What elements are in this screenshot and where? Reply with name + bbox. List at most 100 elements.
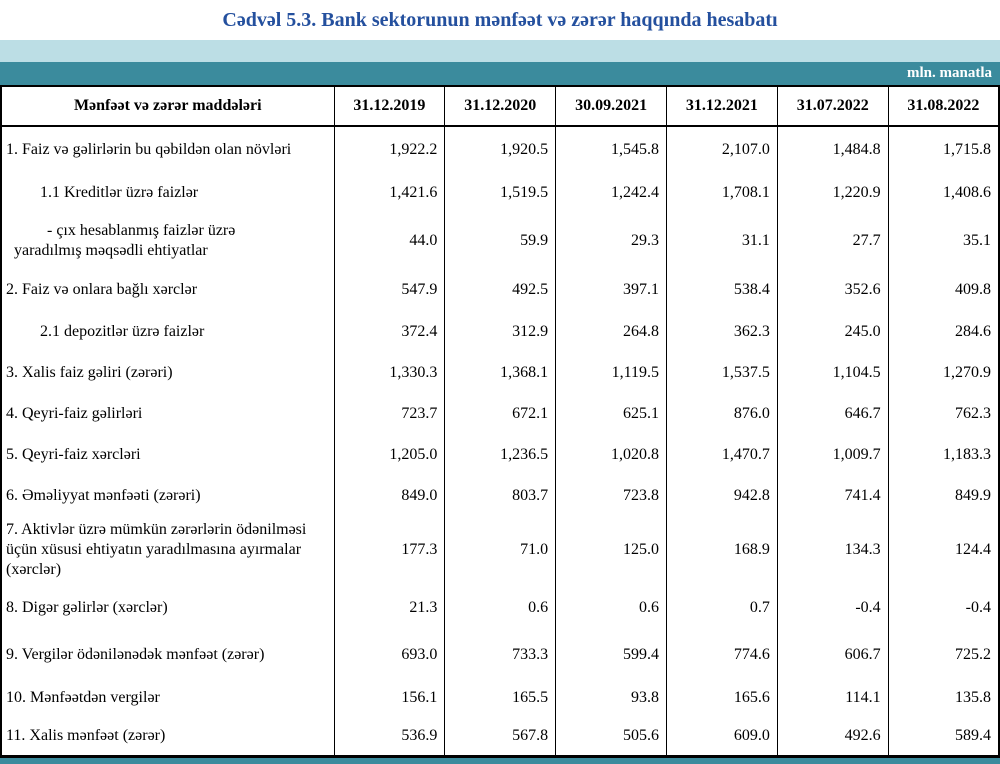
value-cell: 646.7 [776,394,889,434]
table-row: 7. Aktivlər üzrə mümkün zərərlərin ödəni… [0,516,1000,584]
profit-loss-table: Mənfəət və zərər maddələri 31.12.2019 31.1… [0,85,1000,758]
value-cell: 733.3 [444,632,557,678]
value-cell: 1,537.5 [665,352,778,394]
row-label: 9. Vergilər ödənilənədək mənfəət (zərər) [0,632,335,678]
value-cell: 1,183.3 [887,434,1000,476]
column-header-date: 31.07.2022 [776,85,889,127]
value-cell: 723.7 [333,394,446,434]
column-header-date: 31.12.2021 [665,85,778,127]
value-cell: 774.6 [665,632,778,678]
value-cell: 1,715.8 [887,126,1000,172]
row-label: 2. Faiz və onlara bağlı xərclər [0,268,335,312]
value-cell: 35.1 [887,214,1000,268]
value-cell: 372.4 [333,312,446,352]
value-cell: 589.4 [887,718,1000,756]
value-cell: 245.0 [776,312,889,352]
value-cell: 0.6 [444,584,557,632]
table-row: 10. Mənfəətdən vergilər 156.1 165.5 93.8 165… [0,678,1000,718]
value-cell: 352.6 [776,268,889,312]
value-cell: 606.7 [776,632,889,678]
unit-band: mln. manatla [0,62,1000,85]
value-cell: 599.4 [555,632,667,678]
table-title: Cədvəl 5.3. Bank sektorunun mənfəət və z… [222,8,778,31]
value-cell: 27.7 [776,214,889,268]
value-cell: 1,242.4 [555,172,667,214]
value-cell: 741.4 [776,476,889,516]
value-cell: 492.5 [444,268,557,312]
value-cell: 849.0 [333,476,446,516]
value-cell: 803.7 [444,476,557,516]
value-cell: 409.8 [887,268,1000,312]
table-row: 1.1 Kreditlər üzrə faizlər 1,421.6 1,519.5… [0,172,1000,214]
value-cell: 362.3 [665,312,778,352]
table-row: - çıx hesablanmış faizlər üzrə yaradılmış… [0,214,1000,268]
table-row: 8. Digər gəlirlər (xərclər) 21.3 0.6 0.6 0.7… [0,584,1000,632]
column-header-date: 31.08.2022 [887,85,1000,127]
value-cell: 538.4 [665,268,778,312]
value-cell: 1,545.8 [555,126,667,172]
value-cell: 1,270.9 [887,352,1000,394]
value-cell: 21.3 [333,584,446,632]
value-cell: 1,519.5 [444,172,557,214]
value-cell: 693.0 [333,632,446,678]
decor-band-light [0,40,1000,62]
value-cell: 165.6 [665,678,778,718]
table-row: 11. Xalis mənfəət (zərər) 536.9 567.8 505.6… [0,718,1000,756]
table-body: 1. Faiz və gəlirlərin bu qəbildən olan n… [0,126,1000,756]
value-cell: 1,470.7 [665,434,778,476]
value-cell: 0.7 [665,584,778,632]
value-cell: 625.1 [555,394,667,434]
row-label: 2.1 depozitlər üzrə faizlər [0,312,335,352]
value-cell: 1,220.9 [776,172,889,214]
value-cell: 1,009.7 [776,434,889,476]
value-cell: 1,708.1 [665,172,778,214]
row-label: 1. Faiz və gəlirlərin bu qəbildən olan n… [0,126,335,172]
value-cell: 114.1 [776,678,889,718]
table-row: 6. Əməliyyat mənfəəti (zərəri) 849.0 803.7… [0,476,1000,516]
table-header: Mənfəət və zərər maddələri 31.12.2019 31.1… [0,85,1000,127]
header-row: Mənfəət və zərər maddələri 31.12.2019 31.1… [0,85,1000,127]
value-cell: 672.1 [444,394,557,434]
table-row: 4. Qeyri-faiz gəlirləri 723.7 672.1 625.1 87… [0,394,1000,434]
row-label: 11. Xalis mənfəət (zərər) [0,718,335,756]
value-cell: 31.1 [665,214,778,268]
value-cell: 1,020.8 [555,434,667,476]
value-cell: 59.9 [444,214,557,268]
value-cell: 156.1 [333,678,446,718]
value-cell: 609.0 [665,718,778,756]
value-cell: 312.9 [444,312,557,352]
row-label: 5. Qeyri-faiz xərcləri [0,434,335,476]
value-cell: 44.0 [333,214,446,268]
unit-label: mln. manatla [906,65,992,81]
value-cell: 1,368.1 [444,352,557,394]
value-cell: 567.8 [444,718,557,756]
value-cell: 177.3 [333,516,446,584]
value-cell: 29.3 [555,214,667,268]
row-label: - çıx hesablanmış faizlər üzrə yaradılmış… [0,214,335,268]
value-cell: 849.9 [887,476,1000,516]
table-row: 3. Xalis faiz gəliri (zərəri) 1,330.3 1,36… [0,352,1000,394]
value-cell: 1,104.5 [776,352,889,394]
row-label: 10. Mənfəətdən vergilər [0,678,335,718]
value-cell: -0.4 [776,584,889,632]
value-cell: 723.8 [555,476,667,516]
row-label: 8. Digər gəlirlər (xərclər) [0,584,335,632]
value-cell: 264.8 [555,312,667,352]
column-header-date: 30.09.2021 [555,85,667,127]
row-label: 6. Əməliyyat mənfəəti (zərəri) [0,476,335,516]
table-row: 1. Faiz və gəlirlərin bu qəbildən olan n… [0,126,1000,172]
row-label: 1.1 Kreditlər üzrə faizlər [0,172,335,214]
row-label: 3. Xalis faiz gəliri (zərəri) [0,352,335,394]
value-cell: 1,330.3 [333,352,446,394]
value-cell: 168.9 [665,516,778,584]
value-cell: 942.8 [665,476,778,516]
value-cell: 284.6 [887,312,1000,352]
value-cell: 1,236.5 [444,434,557,476]
value-cell: 165.5 [444,678,557,718]
column-header-date: 31.12.2019 [333,85,446,127]
value-cell: 397.1 [555,268,667,312]
value-cell: 93.8 [555,678,667,718]
value-cell: 124.4 [887,516,1000,584]
value-cell: 1,922.2 [333,126,446,172]
value-cell: 1,920.5 [444,126,557,172]
